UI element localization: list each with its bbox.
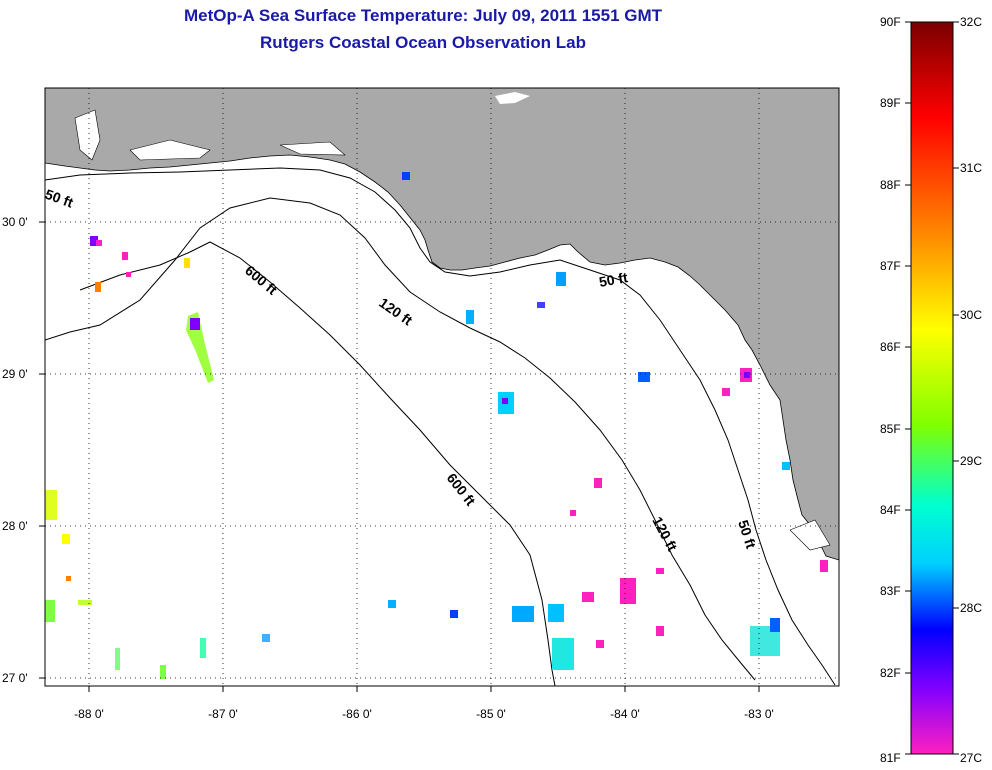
lon-tick-83: -83 0' bbox=[744, 707, 774, 721]
lat-tick-30: 30 0' bbox=[2, 215, 28, 229]
lon-tick-88: -88 0' bbox=[74, 707, 104, 721]
sst-patches bbox=[45, 172, 828, 679]
contour-120ft bbox=[45, 197, 756, 681]
colorbar-f-82: 82F bbox=[880, 666, 901, 680]
lon-tick-85: -85 0' bbox=[476, 707, 506, 721]
colorbar-c-28: 28C bbox=[960, 601, 982, 615]
contour-600ft bbox=[79, 241, 556, 686]
colorbar-f-84: 84F bbox=[880, 503, 901, 517]
colorbar-f-83: 83F bbox=[880, 584, 901, 598]
colorbar-f-90: 90F bbox=[880, 15, 901, 29]
map-subtitle: Rutgers Coastal Ocean Observation Lab bbox=[260, 33, 586, 52]
colorbar-f-89: 89F bbox=[880, 96, 901, 110]
colorbar-c-32: 32C bbox=[960, 15, 982, 29]
lon-tick-87: -87 0' bbox=[208, 707, 238, 721]
tick-marks bbox=[39, 221, 760, 692]
contour-50ft bbox=[45, 167, 836, 686]
colorbar-c-31: 31C bbox=[960, 161, 982, 175]
colorbar-f-86: 86F bbox=[880, 340, 901, 354]
depth-label-50ft-upper: 50 ft bbox=[598, 269, 629, 290]
colorbar: 90F 89F 88F 87F 86F 85F 84F 83F 82F 81F … bbox=[880, 15, 982, 765]
colorbar-c-30: 30C bbox=[960, 308, 982, 322]
map-frame bbox=[44, 87, 840, 687]
lat-tick-28: 28 0' bbox=[2, 519, 28, 533]
land-mass bbox=[45, 88, 839, 561]
map-title: MetOp-A Sea Surface Temperature: July 09… bbox=[183, 6, 663, 25]
lat-tick-27: 27 0' bbox=[2, 671, 28, 685]
colorbar-c-29: 29C bbox=[960, 454, 982, 468]
colorbar-f-85: 85F bbox=[880, 422, 901, 436]
colorbar-f-88: 88F bbox=[880, 178, 901, 192]
lon-tick-86: -86 0' bbox=[342, 707, 372, 721]
lon-tick-84: -84 0' bbox=[610, 707, 640, 721]
lat-tick-29: 29 0' bbox=[2, 367, 28, 381]
colorbar-f-81: 81F bbox=[880, 751, 901, 765]
colorbar-f-87: 87F bbox=[880, 259, 901, 273]
colorbar-c-27: 27C bbox=[960, 751, 982, 765]
